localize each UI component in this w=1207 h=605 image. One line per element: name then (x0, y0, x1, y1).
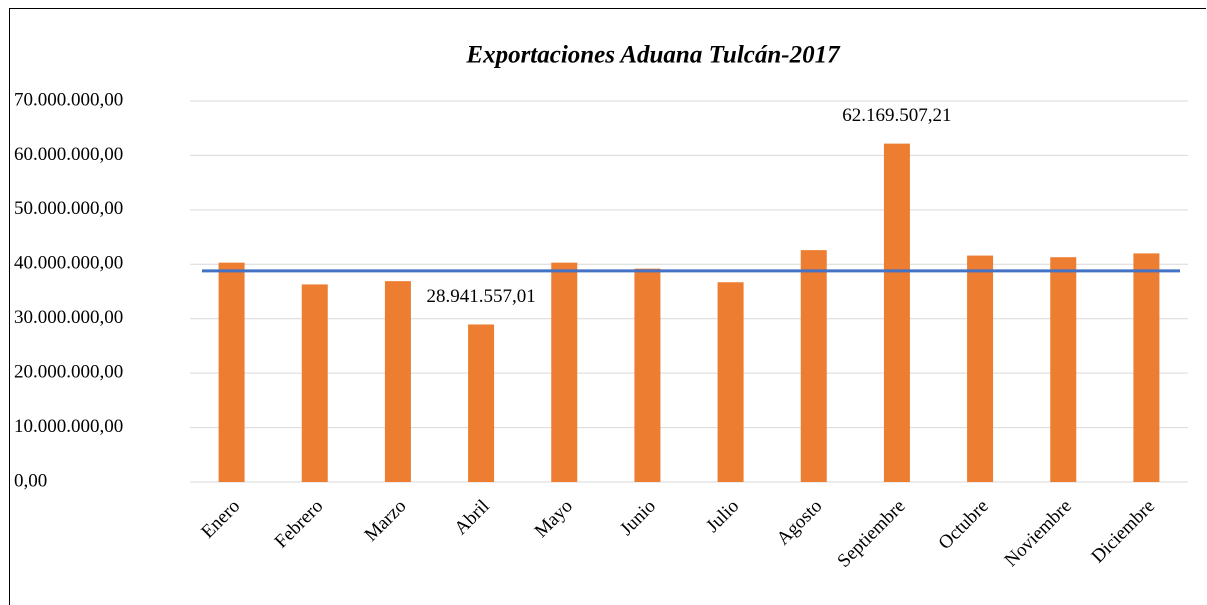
x-tick-label: Abril (450, 496, 493, 539)
bar (1133, 253, 1160, 482)
x-tick-label: Noviembre (1001, 496, 1076, 571)
y-tick-label: 50.000.000,00 (14, 198, 123, 219)
x-tick-label: Junio (616, 496, 660, 540)
y-tick-label: 10.000.000,00 (14, 416, 123, 437)
frame (9, 8, 1206, 605)
x-tick-label: Diciembre (1087, 496, 1159, 568)
bar (1050, 257, 1077, 482)
x-tick-label: Marzo (361, 496, 411, 546)
bar (634, 268, 661, 482)
chart-title: Exportaciones Aduana Tulcán-2017 (465, 42, 841, 69)
y-tick-label: 60.000.000,00 (14, 144, 123, 165)
bar (883, 143, 910, 483)
y-tick-label: 70.000.000,00 (14, 89, 123, 110)
bar (967, 255, 994, 482)
y-tick-label: 0,00 (14, 470, 47, 491)
x-tick-label: Agosto (773, 496, 827, 550)
x-tick-label: Octubre (935, 496, 993, 554)
bar (468, 324, 495, 482)
bar (218, 262, 245, 482)
x-tick-label: Enero (197, 496, 244, 543)
bar (301, 284, 328, 482)
bar (717, 282, 744, 482)
y-tick-label: 20.000.000,00 (14, 362, 123, 383)
x-tick-label: Febrero (271, 496, 328, 553)
y-tick-label: 40.000.000,00 (14, 253, 123, 274)
bar (800, 250, 827, 482)
bar (384, 281, 411, 482)
data-label: 28.941.557,01 (426, 286, 535, 307)
y-tick-label: 30.000.000,00 (14, 307, 123, 328)
x-tick-label: Septiembre (833, 496, 909, 572)
data-label: 62.169.507,21 (842, 105, 951, 126)
bar (551, 262, 578, 482)
x-tick-label: Julio (702, 496, 743, 537)
x-tick-label: Mayo (531, 496, 577, 542)
